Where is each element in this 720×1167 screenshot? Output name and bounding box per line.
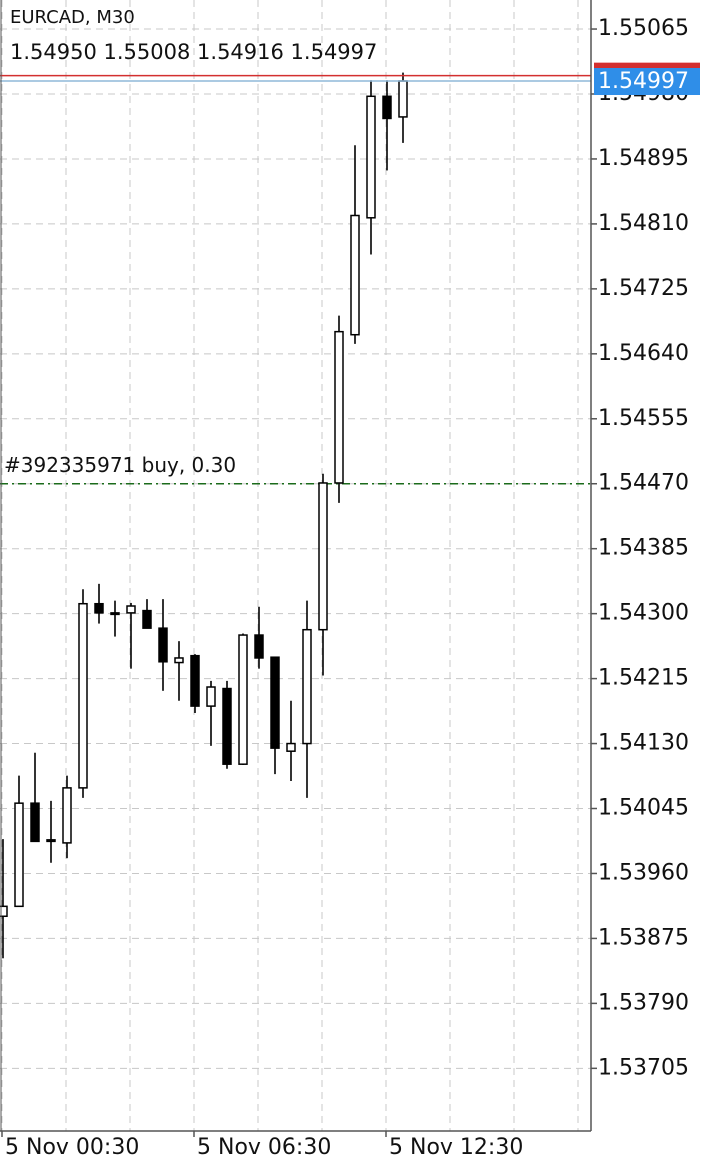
candle-body — [270, 656, 280, 749]
candle-body — [14, 802, 24, 908]
plot-area — [0, 72, 591, 959]
candle-body — [254, 634, 264, 659]
y-tick-label: 1.54385 — [598, 536, 689, 561]
y-tick-label: 1.54640 — [598, 341, 689, 366]
candle-body — [238, 634, 248, 765]
y-tick-label: 1.54130 — [598, 731, 689, 756]
candle-body — [126, 605, 136, 614]
candle-body — [206, 686, 216, 707]
x-tick-label: 5 Nov 00:30 — [5, 1135, 139, 1160]
y-tick-label: 1.55065 — [598, 16, 689, 41]
y-tick-label: 1.53875 — [598, 925, 689, 950]
bid-label: 1.54997 — [598, 69, 689, 94]
candle-body — [318, 482, 328, 631]
x-tick-label: 5 Nov 06:30 — [197, 1135, 331, 1160]
y-tick-label: 1.54725 — [598, 276, 689, 301]
order-label: #392335971 buy, 0.30 — [4, 453, 236, 477]
candle-body — [190, 654, 200, 707]
candle-body — [0, 905, 8, 918]
y-tick-label: 1.54810 — [598, 211, 689, 236]
candle-body — [382, 95, 392, 120]
chart-title: EURCAD, M30 — [10, 7, 135, 28]
axes: 1.53705 1.53790 1.53875 1.53960 1.54045 1.541… — [1, 16, 689, 1160]
candle-body — [78, 602, 88, 789]
x-tick-label: 5 Nov 12:30 — [389, 1135, 523, 1160]
candle-body — [398, 80, 408, 118]
bid-label-box — [594, 68, 700, 96]
y-tick-label: 1.53960 — [598, 860, 689, 885]
candle-body — [222, 687, 232, 765]
y-tick-label: 1.54555 — [598, 406, 689, 431]
y-tick-label: 1.54045 — [598, 796, 689, 821]
y-tick-label: 1.53790 — [598, 990, 689, 1015]
candle-body — [286, 742, 296, 752]
candle-body — [174, 657, 184, 664]
grid — [0, 0, 591, 1131]
y-tick-label: 1.53705 — [598, 1055, 689, 1080]
candle-body — [30, 802, 40, 843]
y-tick-label: 1.54895 — [598, 146, 689, 171]
ohlc-info: 1.54950 1.55008 1.54916 1.54997 — [10, 40, 377, 64]
candle-body — [334, 330, 344, 484]
candle-body — [62, 787, 72, 844]
candle-body — [158, 627, 168, 663]
y-tick-label: 1.54215 — [598, 666, 689, 691]
candle-body — [366, 95, 376, 219]
candle-body — [46, 839, 56, 843]
y-tick-label: 1.54470 — [598, 471, 689, 496]
y-tick-label: 1.54300 — [598, 601, 689, 626]
candle-body — [350, 214, 360, 336]
candle-body — [302, 628, 312, 745]
candle-body — [110, 612, 120, 616]
candle-body — [94, 602, 104, 614]
candle-body — [142, 609, 152, 629]
